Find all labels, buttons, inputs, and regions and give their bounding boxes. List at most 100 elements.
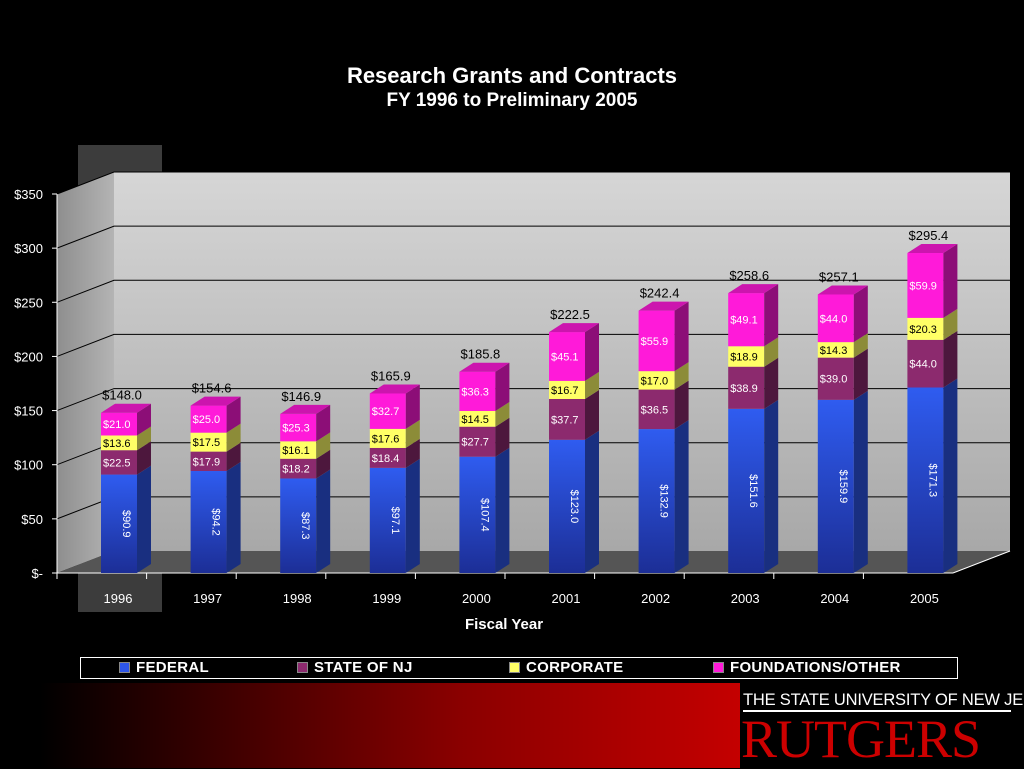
bar-state-of-nj-1997	[190, 451, 227, 471]
bar-federal-2005	[907, 387, 944, 573]
bar-federal-1998	[280, 478, 317, 573]
bar-foundations-other-2002	[638, 310, 675, 372]
value-label-corporate-2000: $14.5	[461, 414, 489, 426]
bar-side-federal-1999	[405, 458, 420, 573]
bar-state-of-nj-2001	[549, 398, 585, 440]
value-label-state-of-nj-2003: $38.9	[730, 383, 758, 395]
value-label-federal-2002: $132.9	[658, 484, 670, 518]
bar-foundations-other-2005	[907, 253, 944, 318]
value-label-state-of-nj-1996: $22.5	[103, 457, 131, 469]
value-label-federal-1997: $94.2	[210, 508, 222, 536]
bar-state-of-nj-1998	[280, 458, 317, 479]
bar-foundations-other-2003	[728, 293, 765, 347]
bar-state-of-nj-1999	[369, 447, 406, 468]
value-label-foundations-other-2000: $36.3	[461, 386, 489, 398]
bar-federal-2000	[459, 456, 496, 573]
value-label-state-of-nj-1997: $17.9	[193, 456, 221, 468]
bar-top-1997	[190, 396, 241, 406]
x-tick-label-2003: 2003	[731, 591, 760, 606]
value-label-corporate-2001: $16.7	[551, 385, 579, 397]
bar-foundations-other-1997	[190, 405, 227, 433]
bar-side-state-of-nj-1998	[316, 449, 331, 479]
total-label-1998: $146.9	[281, 389, 321, 404]
bar-federal-1997	[190, 470, 227, 573]
total-label-2000: $185.8	[461, 347, 501, 362]
bar-side-state-of-nj-1996	[137, 441, 151, 475]
bar-foundations-other-2001	[549, 332, 585, 381]
bar-side-foundations-other-2001	[585, 323, 599, 381]
bar-side-foundations-other-2000	[495, 362, 510, 412]
y-tick-label: $250	[14, 295, 43, 310]
value-label-state-of-nj-2000: $27.7	[461, 437, 489, 449]
bar-foundations-other-1999	[369, 393, 406, 429]
value-label-state-of-nj-2005: $44.0	[909, 359, 937, 371]
bar-side-corporate-1997	[226, 423, 241, 452]
value-label-bg-1997	[191, 436, 224, 449]
x-tick-label-2000: 2000	[462, 591, 491, 606]
value-label-bg-1998	[281, 444, 314, 457]
bar-side-state-of-nj-1997	[226, 442, 241, 471]
bar-side-corporate-2001	[585, 371, 599, 399]
legend-label: FOUNDATIONS/OTHER	[730, 659, 901, 676]
bar-side-foundations-other-2004	[853, 285, 868, 343]
x-tick-label-2005: 2005	[910, 591, 939, 606]
bar-federal-2004	[817, 399, 854, 573]
value-label-foundations-other-2002: $55.9	[641, 336, 669, 348]
bar-top-2000	[459, 362, 510, 372]
y-tick-label: $50	[21, 512, 43, 527]
chart-subtitle: FY 1996 to Preliminary 2005	[386, 90, 638, 111]
legend-label: CORPORATE	[526, 659, 624, 676]
bar-side-foundations-other-1996	[137, 403, 151, 436]
x-tick-label-2001: 2001	[552, 591, 581, 606]
value-label-corporate-2004: $14.3	[820, 345, 848, 357]
bar-side-federal-2004	[853, 390, 868, 573]
bar-side-foundations-other-1998	[316, 404, 331, 442]
value-label-foundations-other-2001: $45.1	[551, 351, 579, 363]
x-tick-label-1999: 1999	[372, 591, 401, 606]
x-tick-label-1996: 1996	[104, 591, 133, 606]
y-tick-label: $150	[14, 404, 43, 419]
legend-swatch	[713, 662, 724, 673]
bar-side-state-of-nj-2002	[674, 380, 689, 430]
logo-university-line: THE STATE UNIVERSITY OF NEW JERSEY	[743, 691, 1024, 709]
bar-side-state-of-nj-2001	[585, 389, 599, 440]
bar-foundations-other-1996	[101, 412, 137, 436]
bar-stack-2004	[817, 285, 868, 573]
bar-side-corporate-2000	[495, 402, 510, 427]
value-label-foundations-other-1999: $32.7	[372, 406, 400, 418]
bar-top-2003	[728, 284, 779, 294]
value-label-state-of-nj-2001: $37.7	[551, 414, 579, 426]
value-label-federal-2000: $107.4	[478, 498, 490, 532]
footer-gradient-band	[40, 683, 740, 768]
value-label-bg-1996	[102, 436, 134, 449]
bar-state-of-nj-2000	[459, 426, 496, 457]
legend-swatch	[119, 662, 130, 673]
legend-item-state-of-nj: STATE OF NJ	[297, 659, 413, 676]
bar-side-corporate-2003	[764, 337, 779, 367]
value-label-state-of-nj-1998: $18.2	[282, 464, 310, 476]
value-label-corporate-1997: $17.5	[193, 437, 221, 449]
total-label-2001: $222.5	[550, 307, 590, 322]
value-label-foundations-other-2005: $59.9	[909, 280, 937, 292]
bar-side-federal-1996	[137, 465, 151, 573]
value-label-foundations-other-2003: $49.1	[730, 315, 758, 327]
bar-side-foundations-other-1997	[226, 396, 241, 433]
bar-side-corporate-1996	[137, 426, 151, 451]
y-tick-label: $350	[14, 187, 43, 202]
value-label-foundations-other-2004: $44.0	[820, 313, 848, 325]
x-tick-label-2004: 2004	[820, 591, 849, 606]
value-label-federal-2004: $159.9	[837, 470, 849, 504]
bar-foundations-other-2004	[817, 294, 854, 343]
bar-side-state-of-nj-1999	[405, 438, 420, 468]
bar-side-federal-1997	[226, 461, 241, 573]
bar-state-of-nj-2003	[728, 366, 765, 409]
value-label-foundations-other-1996: $21.0	[103, 419, 131, 431]
bar-state-of-nj-2005	[907, 339, 944, 388]
value-label-bg-2005	[908, 322, 941, 335]
bar-top-2005	[907, 244, 958, 254]
bar-top-1998	[280, 404, 331, 414]
total-label-2003: $258.6	[729, 268, 769, 283]
bar-federal-2003	[728, 408, 765, 573]
bar-side-corporate-2002	[674, 362, 689, 390]
bar-foundations-other-2000	[459, 371, 496, 412]
